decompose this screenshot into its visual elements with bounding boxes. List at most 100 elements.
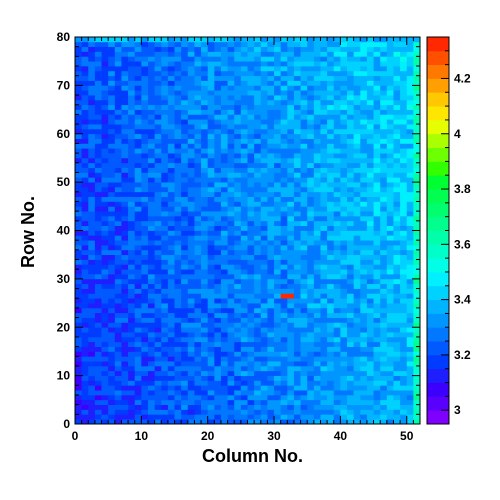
heatmap-cell bbox=[227, 230, 235, 236]
heatmap-cell bbox=[81, 278, 89, 285]
heatmap-cell bbox=[333, 206, 341, 212]
heatmap-cell bbox=[161, 249, 169, 256]
heatmap-cell bbox=[386, 385, 394, 391]
heatmap-cell bbox=[280, 206, 288, 212]
heatmap-cell bbox=[293, 288, 301, 294]
heatmap-cell bbox=[141, 346, 149, 352]
heatmap-cell bbox=[234, 157, 242, 164]
heatmap-cell bbox=[333, 37, 341, 43]
heatmap-cell bbox=[108, 167, 116, 173]
heatmap-cell bbox=[254, 85, 262, 91]
heatmap-cell bbox=[353, 380, 361, 386]
heatmap-cell bbox=[121, 341, 129, 347]
heatmap-cell bbox=[234, 312, 242, 318]
heatmap-cell bbox=[307, 75, 315, 81]
colorbar-bin bbox=[427, 258, 449, 273]
heatmap-cell bbox=[114, 264, 122, 270]
heatmap-cell bbox=[128, 298, 136, 304]
heatmap-cell bbox=[267, 254, 275, 260]
heatmap-cell bbox=[340, 278, 348, 285]
heatmap-cell bbox=[280, 104, 288, 110]
heatmap-cell bbox=[293, 375, 301, 381]
heatmap-cell bbox=[274, 341, 282, 347]
heatmap-cell bbox=[114, 322, 122, 328]
heatmap-cell bbox=[280, 70, 288, 77]
heatmap-cell bbox=[260, 283, 268, 289]
heatmap-cell bbox=[214, 95, 222, 101]
heatmap-cell bbox=[147, 119, 155, 125]
heatmap-cell bbox=[114, 390, 122, 396]
heatmap-cell bbox=[373, 191, 381, 197]
heatmap-cell bbox=[201, 95, 209, 101]
heatmap-cell bbox=[234, 133, 242, 139]
heatmap-cell bbox=[181, 303, 189, 309]
heatmap-cell bbox=[260, 133, 268, 139]
heatmap-cell bbox=[181, 254, 189, 260]
heatmap-cell bbox=[220, 124, 228, 130]
heatmap-cell bbox=[108, 269, 116, 275]
heatmap-cell bbox=[393, 95, 401, 101]
heatmap-cell bbox=[373, 220, 381, 227]
heatmap-cell bbox=[134, 341, 142, 347]
heatmap-cell bbox=[373, 85, 381, 91]
heatmap-cell bbox=[254, 148, 262, 154]
heatmap-cell bbox=[380, 375, 388, 381]
heatmap-cell bbox=[187, 167, 195, 173]
heatmap-cell bbox=[347, 303, 354, 309]
heatmap-cell bbox=[201, 220, 209, 227]
heatmap-cell bbox=[313, 245, 321, 251]
heatmap-cell bbox=[287, 70, 295, 77]
heatmap-cell bbox=[121, 95, 129, 101]
heatmap-cell bbox=[313, 375, 321, 381]
heatmap-cell bbox=[121, 186, 129, 193]
heatmap-cell bbox=[227, 390, 235, 396]
heatmap-cell bbox=[154, 380, 162, 386]
heatmap-cell bbox=[287, 104, 295, 110]
heatmap-cell bbox=[366, 264, 374, 270]
heatmap-cell bbox=[167, 385, 175, 391]
heatmap-cell bbox=[267, 104, 275, 110]
heatmap-cell bbox=[254, 157, 262, 164]
heatmap-cell bbox=[347, 167, 354, 173]
heatmap-cell bbox=[207, 240, 215, 246]
heatmap-cell bbox=[227, 404, 235, 410]
heatmap-cell bbox=[307, 332, 315, 338]
heatmap-cell bbox=[240, 128, 248, 135]
heatmap-cell bbox=[380, 201, 388, 207]
heatmap-cell bbox=[333, 375, 341, 381]
heatmap-cell bbox=[121, 206, 129, 212]
heatmap-cell bbox=[300, 124, 308, 130]
heatmap-cell bbox=[413, 220, 421, 227]
heatmap-cell bbox=[400, 114, 408, 120]
heatmap-cell bbox=[220, 70, 228, 77]
heatmap-cell bbox=[174, 254, 182, 260]
heatmap-cell bbox=[366, 293, 374, 299]
heatmap-cell bbox=[147, 245, 155, 251]
heatmap-cell bbox=[307, 220, 315, 227]
heatmap-cell bbox=[254, 41, 262, 48]
heatmap-cell bbox=[134, 283, 142, 289]
heatmap-cell bbox=[220, 298, 228, 304]
heatmap-cell bbox=[247, 394, 255, 401]
heatmap-cell bbox=[247, 172, 255, 178]
heatmap-cell bbox=[194, 46, 202, 52]
heatmap-cell bbox=[287, 191, 295, 197]
heatmap-cell bbox=[413, 119, 421, 125]
heatmap-cell bbox=[386, 361, 394, 367]
heatmap-cell bbox=[94, 95, 102, 101]
heatmap-cell bbox=[333, 278, 341, 285]
heatmap-cell bbox=[240, 133, 248, 139]
heatmap-cell bbox=[300, 133, 308, 139]
heatmap-cell bbox=[313, 327, 321, 333]
heatmap-cell bbox=[214, 157, 222, 164]
heatmap-cell bbox=[88, 104, 96, 110]
heatmap-cell bbox=[240, 172, 248, 178]
heatmap-cell bbox=[300, 56, 308, 62]
heatmap-cell bbox=[147, 375, 155, 381]
heatmap-cell bbox=[260, 80, 268, 86]
heatmap-cell bbox=[207, 278, 215, 285]
heatmap-cell bbox=[327, 51, 335, 57]
heatmap-cell bbox=[260, 404, 268, 410]
heatmap-cell bbox=[393, 264, 401, 270]
heatmap-cell bbox=[227, 41, 235, 48]
